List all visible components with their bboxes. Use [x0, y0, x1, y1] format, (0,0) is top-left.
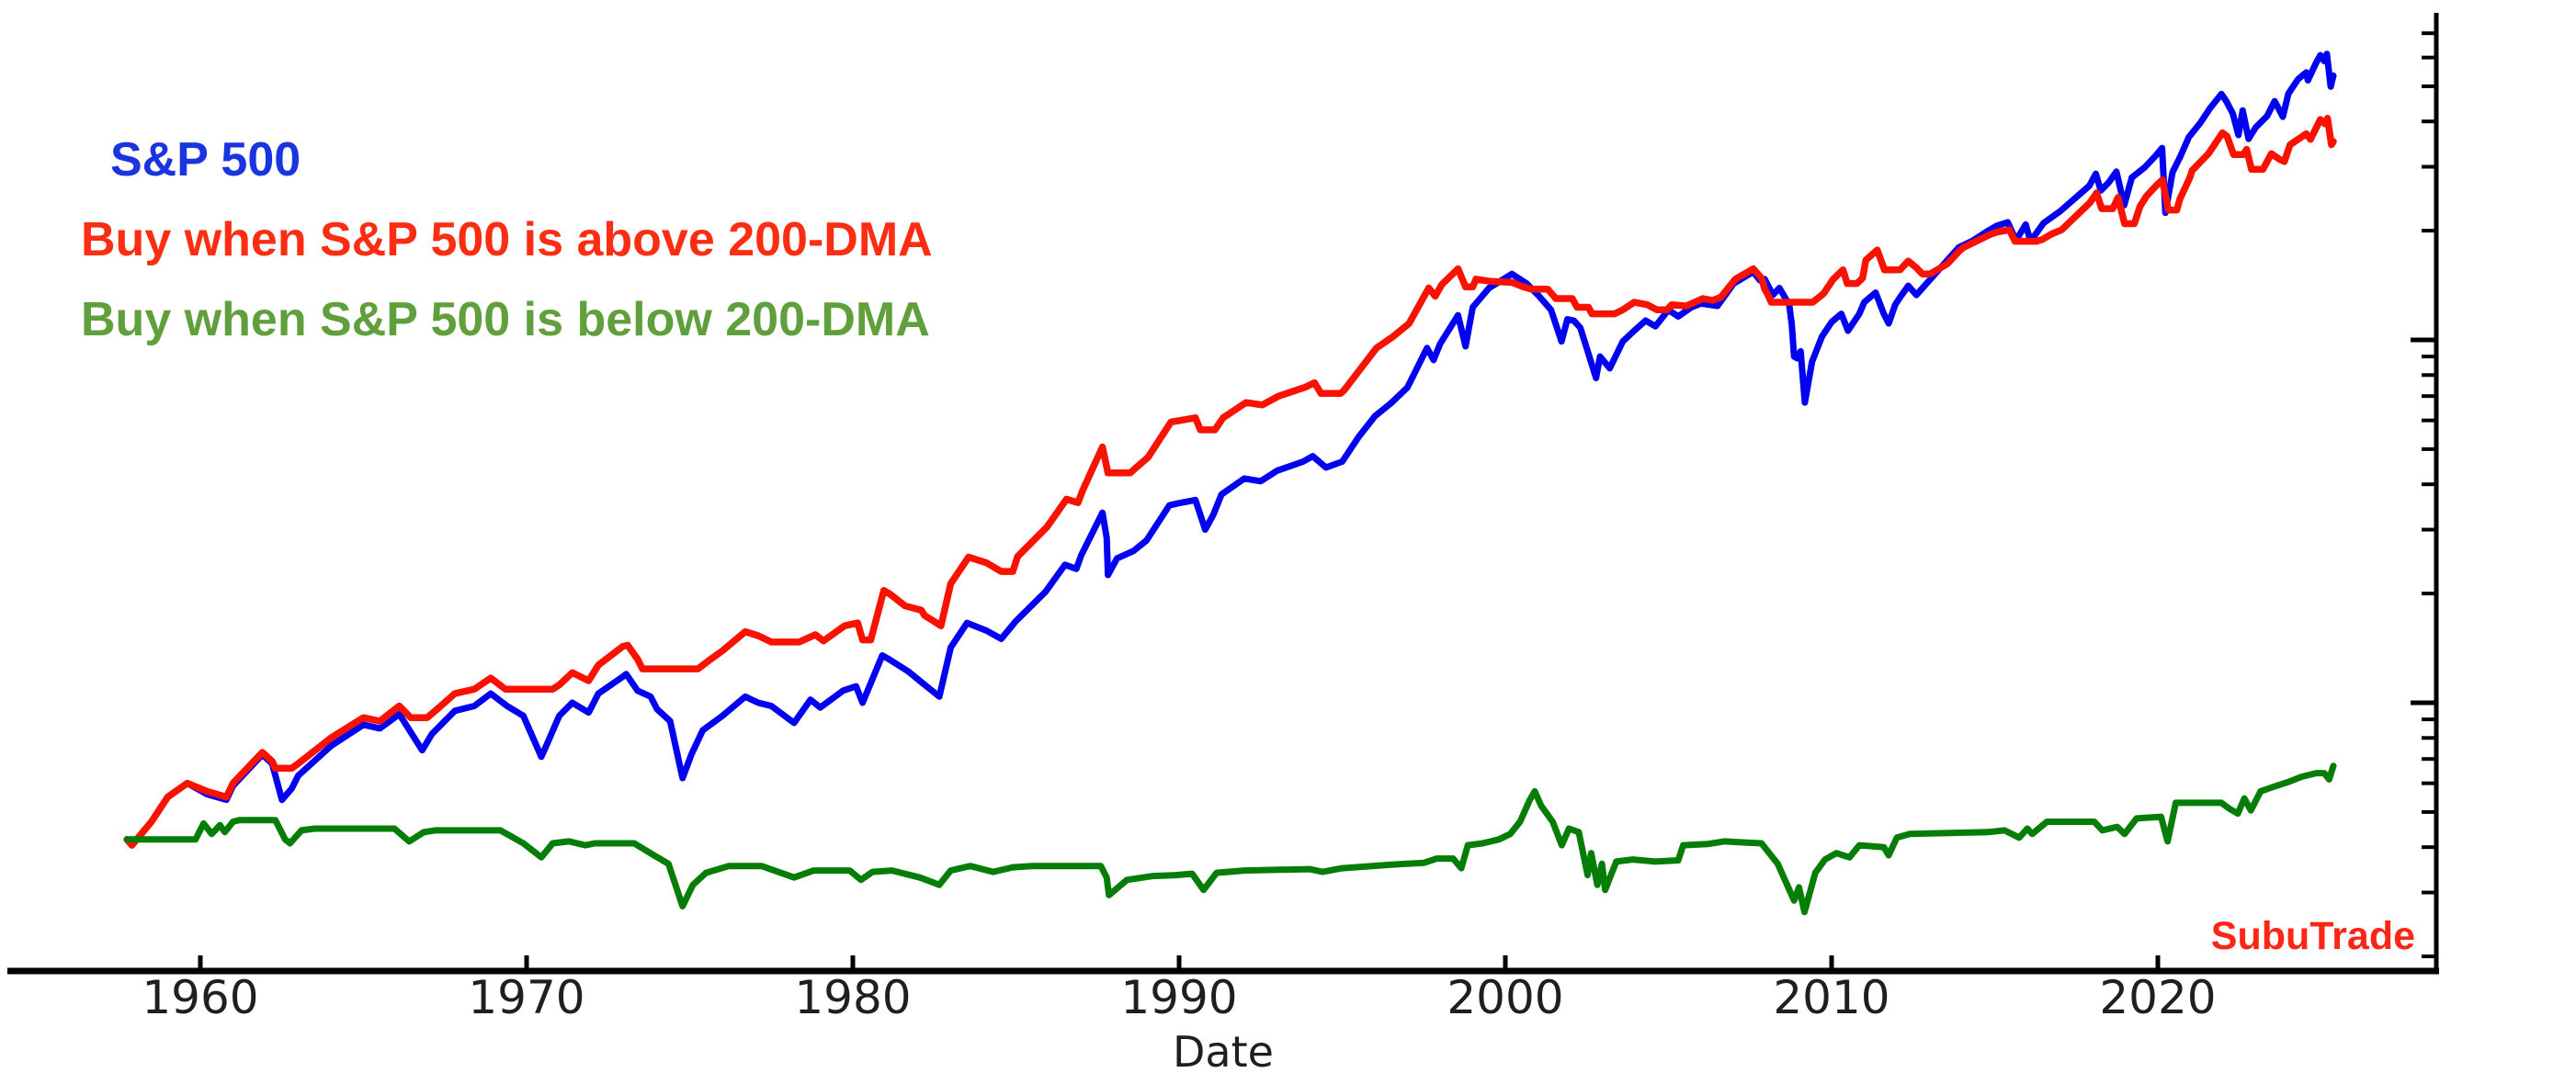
series-line-below-200dma [123, 762, 2337, 916]
x-axis-ticks: 1960 1970 1980 1990 2000 2010 2020 [142, 955, 2217, 1024]
x-tick-label: 1990 [1120, 971, 1237, 1024]
legend-item-sp500: S&P 500 [110, 133, 301, 186]
x-tick-label: 2020 [2099, 971, 2216, 1024]
y-axis-ticks [2411, 31, 2434, 959]
x-axis-title: Date [1173, 1027, 1274, 1077]
x-tick-label: 1980 [794, 971, 911, 1024]
series-lines [123, 51, 2337, 916]
watermark: SubuTrade [2210, 914, 2415, 958]
legend-item-above-dma: Buy when S&P 500 is above 200-DMA [81, 213, 933, 266]
axes [7, 13, 2439, 975]
series-line-sp500 [123, 51, 2337, 849]
x-tick-label: 2000 [1447, 971, 1563, 1024]
x-tick-label: 1960 [142, 971, 258, 1024]
series-line-above-200dma [123, 115, 2337, 849]
x-tick-label: 1970 [468, 971, 584, 1024]
legend-item-below-dma: Buy when S&P 500 is below 200-DMA [81, 293, 930, 346]
x-tick-label: 2010 [1773, 971, 1889, 1024]
